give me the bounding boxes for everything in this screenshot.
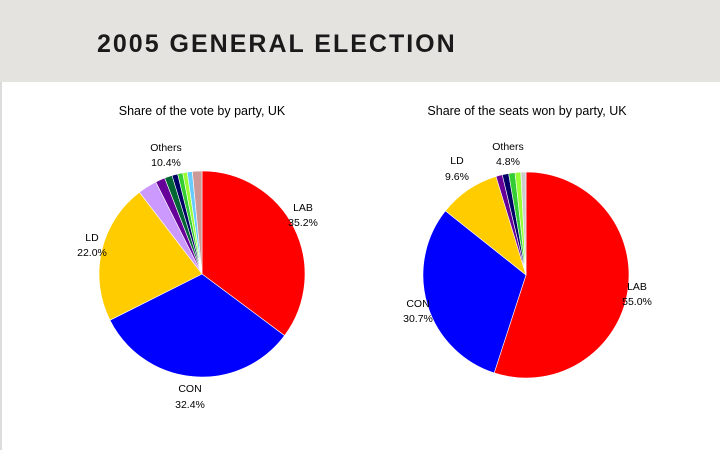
seat-ld-pct: 9.6%: [445, 171, 469, 183]
seat-ld-label: LD: [450, 155, 464, 167]
vote-share-chart: Share of the vote by party, UK Others 10…: [77, 104, 318, 411]
header-band: [0, 0, 720, 82]
vote-share-title: Share of the vote by party, UK: [119, 104, 286, 118]
vote-ld-pct: 22.0%: [77, 247, 107, 259]
seat-share-chart: Share of the seats won by party, UK Othe…: [403, 104, 652, 379]
vote-slice-ld-2: [98, 191, 203, 321]
vote-slice-others-10: [191, 170, 203, 275]
vote-slice-lab-0: [201, 170, 306, 337]
vote-lab-pct: 35.2%: [288, 217, 318, 229]
seat-slice-lab-0: [493, 171, 630, 379]
seat-lab-label: LAB: [627, 281, 647, 293]
slide-title: 2005 GENERAL ELECTION: [97, 30, 457, 58]
seat-others-pct: 4.8%: [496, 156, 520, 168]
seat-share-title: Share of the seats won by party, UK: [427, 104, 627, 118]
vote-others-label: Others: [150, 142, 182, 154]
seat-con-pct: 30.7%: [403, 313, 433, 325]
vote-con-label: CON: [178, 383, 201, 395]
seat-slice-con-1: [422, 210, 527, 374]
vote-lab-label: LAB: [293, 202, 313, 214]
vote-ld-label: LD: [85, 232, 99, 244]
seat-share-pie: [422, 171, 630, 379]
seat-others-label: Others: [492, 141, 524, 153]
left-rule: [0, 82, 2, 450]
seat-lab-pct: 55.0%: [622, 296, 652, 308]
seat-con-label: CON: [406, 298, 429, 310]
vote-others-pct: 10.4%: [151, 157, 181, 169]
vote-share-pie: [98, 170, 306, 378]
vote-slice-con-1: [109, 273, 285, 378]
vote-con-pct: 32.4%: [175, 399, 205, 411]
seat-slice-others-7: [520, 171, 527, 276]
